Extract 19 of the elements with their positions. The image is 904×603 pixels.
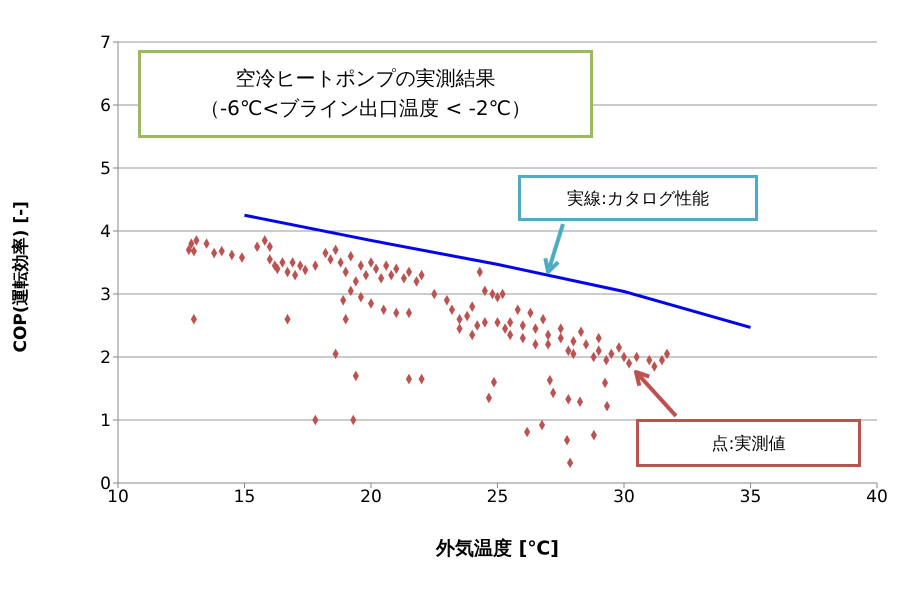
y-axis-title: COP(運転効率) [-] <box>11 201 32 352</box>
y-tick-label: 7 <box>100 33 111 54</box>
text-frame: 点:実測値 <box>636 419 861 467</box>
x-tick-label: 40 <box>866 487 888 508</box>
y-tick-label: 6 <box>100 96 111 116</box>
text-frame: 空冷ヒートポンプの実測結果 （-6℃<ブライン出口温度 < -2℃） <box>138 50 593 138</box>
y-tick-label: 5 <box>100 159 111 180</box>
y-tick-label: 2 <box>100 348 111 368</box>
x-tick-label: 30 <box>613 487 635 508</box>
y-tick-label: 4 <box>100 222 111 242</box>
y-tick-label: 3 <box>100 285 111 306</box>
y-tick-label: 1 <box>100 411 111 432</box>
text-frame: 実線:カタログ性能 <box>518 175 758 221</box>
line-series <box>243 214 752 329</box>
x-tick-label: 35 <box>740 487 762 508</box>
x-tick-label: 15 <box>234 487 256 508</box>
x-tick-label: 25 <box>486 487 508 508</box>
x-tick-label: 20 <box>360 487 382 508</box>
x-axis-title: 外気温度 [℃] <box>435 537 559 560</box>
